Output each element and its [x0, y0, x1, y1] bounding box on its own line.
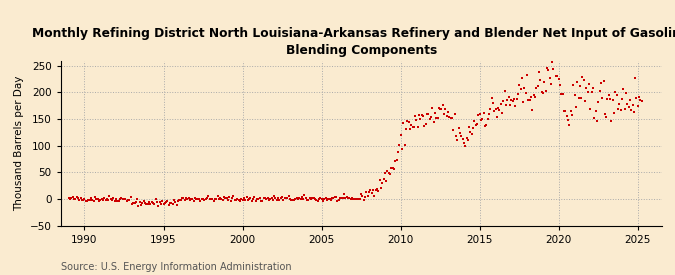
Y-axis label: Thousand Barrels per Day: Thousand Barrels per Day — [14, 75, 24, 211]
Title: Monthly Refining District North Louisiana-Arkansas Refinery and Blender Net Inpu: Monthly Refining District North Louisian… — [32, 27, 675, 57]
Text: Source: U.S. Energy Information Administration: Source: U.S. Energy Information Administ… — [61, 262, 292, 272]
